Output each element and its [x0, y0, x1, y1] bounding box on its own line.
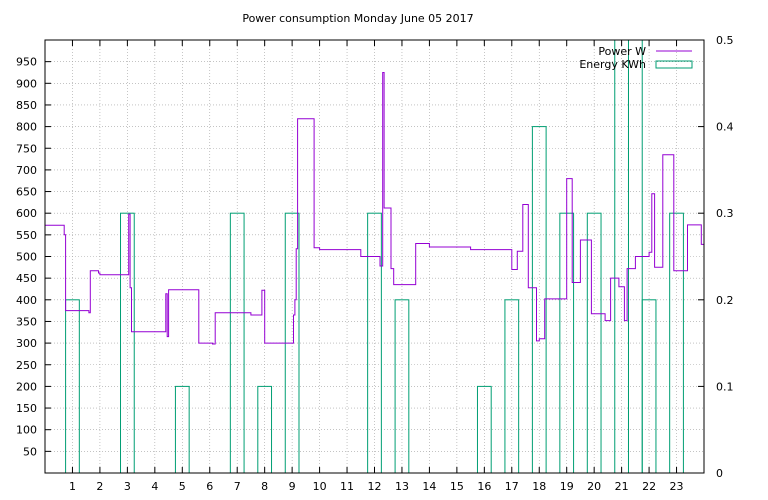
y2-tick-label: 0	[716, 467, 723, 480]
legend-swatch-energy	[655, 60, 693, 69]
x-tick-label: 12	[368, 480, 382, 493]
chart-title: Power consumption Monday June 05 2017	[242, 12, 473, 25]
y2-tick-label: 0.1	[716, 380, 734, 393]
x-tick-label: 13	[395, 480, 409, 493]
x-tick-label: 18	[532, 480, 546, 493]
y-tick-label: 550	[16, 229, 37, 242]
y-tick-label: 850	[16, 99, 37, 112]
y-tick-label: 500	[16, 251, 37, 264]
y-tick-label: 900	[16, 77, 37, 90]
y-tick-label: 750	[16, 142, 37, 155]
y2-tick-label: 0.5	[716, 34, 734, 47]
x-tick-label: 4	[151, 480, 158, 493]
power-series	[45, 72, 705, 345]
x-tick-label: 5	[179, 480, 186, 493]
x-tick-label: 17	[505, 480, 519, 493]
legend-label-power: Power W	[598, 45, 646, 58]
y-tick-label: 700	[16, 164, 37, 177]
x-tick-label: 15	[450, 480, 464, 493]
y-tick-label: 200	[16, 380, 37, 393]
x-tick-label: 11	[340, 480, 354, 493]
x-tick-label: 7	[234, 480, 241, 493]
y-tick-label: 400	[16, 294, 37, 307]
x-tick-label: 22	[642, 480, 656, 493]
x-tick-label: 23	[670, 480, 684, 493]
y-tick-label: 450	[16, 272, 37, 285]
y-tick-label: 250	[16, 359, 37, 372]
axis-ticks: 1 2 3 4 5 6 7 8 9 10 11 12 13 14 15 16 17 18 19 20 21 22 23501…	[16, 34, 734, 493]
x-tick-label: 8	[261, 480, 268, 493]
x-tick-label: 21	[615, 480, 629, 493]
x-tick-label: 2	[96, 480, 103, 493]
x-tick-label: 6	[206, 480, 213, 493]
y-tick-label: 600	[16, 207, 37, 220]
y-tick-label: 100	[16, 424, 37, 437]
x-tick-label: 14	[422, 480, 436, 493]
y2-tick-label: 0.2	[716, 294, 734, 307]
power-line	[45, 72, 705, 345]
x-tick-label: 16	[477, 480, 491, 493]
x-tick-label: 19	[560, 480, 574, 493]
legend: Power W Energy KWh	[579, 45, 693, 71]
y-tick-label: 950	[16, 56, 37, 69]
y2-tick-label: 0.3	[716, 207, 734, 220]
y-tick-label: 300	[16, 337, 37, 350]
y-tick-label: 800	[16, 121, 37, 134]
x-tick-label: 9	[289, 480, 296, 493]
x-tick-label: 20	[587, 480, 601, 493]
y-tick-label: 50	[23, 445, 37, 458]
y-tick-label: 650	[16, 186, 37, 199]
grid	[45, 40, 704, 473]
y2-tick-label: 0.4	[716, 121, 734, 134]
x-tick-label: 1	[69, 480, 76, 493]
legend-label-energy: Energy KWh	[579, 58, 646, 71]
x-tick-label: 3	[124, 480, 131, 493]
y-tick-label: 350	[16, 315, 37, 328]
x-tick-label: 10	[313, 480, 327, 493]
y-tick-label: 150	[16, 402, 37, 415]
